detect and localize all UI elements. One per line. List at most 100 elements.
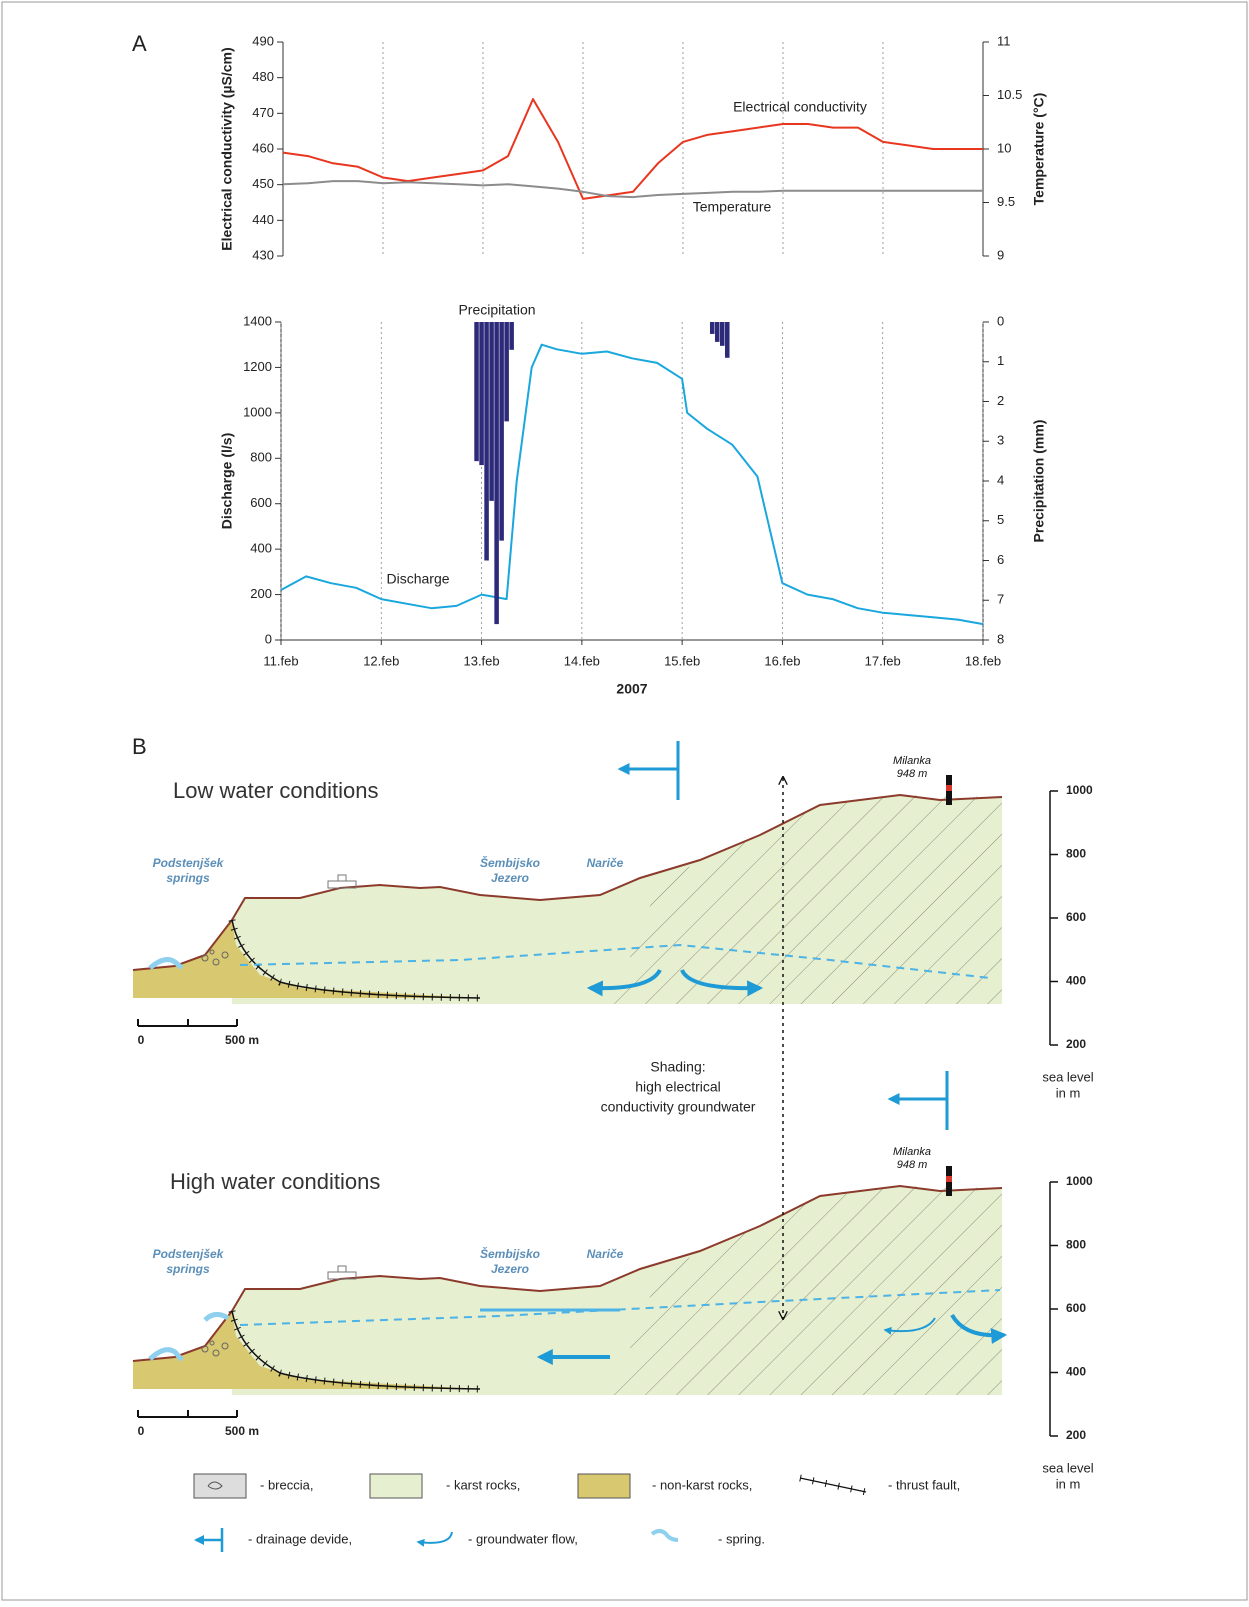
precipitation-bar	[499, 322, 504, 541]
elevation-label: 600	[1066, 910, 1086, 924]
scale-label: 500 m	[225, 1033, 259, 1047]
elevation-label: 200	[1066, 1037, 1086, 1051]
peak-label: Milanka	[893, 1146, 931, 1158]
legend-label: - groundwater flow,	[468, 1531, 578, 1546]
y-axis-label: Electrical conductivity (µS/cm)	[219, 47, 235, 250]
y-tick-label: 480	[252, 69, 274, 84]
y2-axis-label: Precipitation (mm)	[1031, 420, 1047, 543]
y-tick-label: 1000	[243, 404, 272, 419]
peak-label: Milanka	[893, 755, 931, 767]
precipitation-bar	[509, 322, 514, 350]
place-label: Šembijsko	[480, 855, 540, 870]
place-label: Šembijsko	[480, 1246, 540, 1261]
series-label: Temperature	[693, 199, 772, 215]
legend-label: - spring.	[718, 1531, 765, 1546]
elevation-label: 800	[1066, 1238, 1086, 1252]
precipitation-bar	[474, 322, 479, 462]
y2-tick-label: 7	[997, 592, 1004, 607]
legend-label: - breccia,	[260, 1477, 313, 1492]
y2-tick-label: 9.5	[997, 194, 1015, 209]
elevation-unit: sea level	[1042, 1460, 1093, 1475]
elevation-unit: sea level	[1042, 1069, 1093, 1084]
x-tick-label: 16.feb	[764, 653, 800, 668]
y2-tick-label: 0	[997, 313, 1004, 328]
y-tick-label: 0	[265, 631, 272, 646]
x-tick-label: 12.feb	[363, 653, 399, 668]
series-label: Precipitation	[458, 302, 535, 318]
y2-tick-label: 1	[997, 353, 1004, 368]
section-low	[133, 775, 1002, 1004]
precipitation-bar	[720, 322, 725, 346]
place-label: Jezero	[491, 871, 529, 885]
elevation-label: 400	[1066, 1365, 1086, 1379]
peak-label: 948 m	[897, 768, 928, 780]
y-tick-label: 490	[252, 33, 274, 48]
place-label: springs	[166, 871, 210, 885]
elevation-label: 800	[1066, 847, 1086, 861]
x-tick-label: 18.feb	[965, 653, 1001, 668]
x-tick-label: 11.feb	[263, 653, 298, 668]
scale-label: 500 m	[225, 1424, 259, 1438]
elevation-label: 400	[1066, 974, 1086, 988]
legend-icons	[193, 1473, 867, 1552]
precipitation-bar	[479, 322, 484, 466]
series-label: Electrical conductivity	[733, 99, 867, 115]
y2-tick-label: 2	[997, 393, 1004, 408]
y-tick-label: 460	[252, 140, 274, 155]
y-axis-label: Discharge (l/s)	[219, 433, 235, 529]
elevation-unit: in m	[1056, 1476, 1081, 1491]
series-label: Discharge	[386, 571, 449, 587]
precipitation-bar	[494, 322, 499, 625]
place-label: Nariče	[587, 1247, 624, 1261]
y2-tick-label: 4	[997, 472, 1004, 487]
precipitation-bar	[489, 322, 494, 501]
peak-label: 948 m	[897, 1159, 928, 1171]
scale-label: 0	[138, 1424, 145, 1438]
y-tick-label: 430	[252, 247, 274, 262]
y2-axis-label: Temperature (°C)	[1031, 93, 1047, 206]
y-tick-label: 440	[252, 212, 274, 227]
section-title: Low water conditions	[173, 778, 378, 803]
precipitation-bar	[725, 322, 730, 358]
y2-tick-label: 11	[997, 33, 1011, 48]
shading-note: high electrical	[635, 1079, 721, 1095]
y-tick-label: 1400	[243, 313, 272, 328]
precipitation-bar	[504, 322, 509, 422]
x-tick-label: 17.feb	[865, 653, 901, 668]
scale-label: 0	[138, 1033, 145, 1047]
precipitation-bar	[714, 322, 720, 342]
place-label: Podstenjšek	[153, 1247, 225, 1261]
x-tick-label: 14.feb	[564, 653, 600, 668]
y-tick-label: 450	[252, 176, 274, 191]
elevation-label: 200	[1066, 1428, 1086, 1442]
precipitation-bar	[484, 322, 489, 561]
shading-note: Shading:	[650, 1059, 705, 1075]
y2-tick-label: 6	[997, 552, 1004, 567]
legend-label: - karst rocks,	[446, 1477, 520, 1492]
x-axis-label: 2007	[616, 681, 647, 697]
elevation-unit: in m	[1056, 1085, 1081, 1100]
section-high	[133, 1166, 1002, 1395]
y-tick-label: 600	[250, 495, 272, 510]
place-label: Jezero	[491, 1262, 529, 1276]
elevation-label: 600	[1066, 1301, 1086, 1315]
y2-tick-label: 9	[997, 247, 1004, 262]
legend-label: - drainage devide,	[248, 1531, 352, 1546]
y2-tick-label: 10	[997, 140, 1011, 155]
shading-note: conductivity groundwater	[601, 1099, 756, 1115]
elevation-label: 1000	[1066, 1174, 1093, 1188]
x-tick-label: 15.feb	[664, 653, 700, 668]
y2-tick-label: 3	[997, 433, 1004, 448]
y-tick-label: 200	[250, 586, 272, 601]
panel-label: A	[132, 31, 147, 56]
place-label: Nariče	[587, 856, 624, 870]
section-title: High water conditions	[170, 1169, 380, 1194]
series-line	[282, 180, 983, 199]
place-label: springs	[166, 1262, 210, 1276]
place-label: Podstenjšek	[153, 856, 225, 870]
precipitation-bar	[709, 322, 715, 334]
high-water-features	[148, 1071, 1008, 1365]
elevation-label: 1000	[1066, 783, 1093, 797]
